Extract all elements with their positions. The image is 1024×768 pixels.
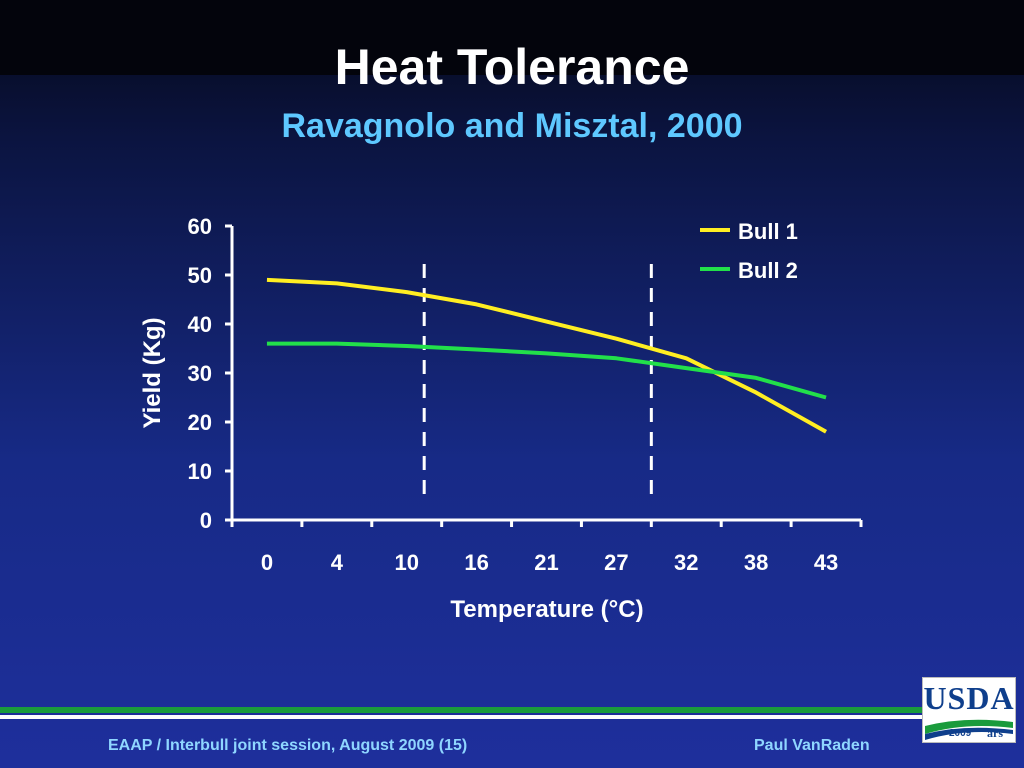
y-tick-label: 20 — [188, 410, 212, 435]
y-tick-label: 30 — [188, 361, 212, 386]
x-axis-title: Temperature (°C) — [450, 596, 643, 623]
y-tick-label: 10 — [188, 459, 212, 484]
series-line-2 — [266, 341, 827, 400]
x-tick-label: 38 — [744, 550, 768, 575]
svg-text:ars: ars — [987, 726, 1003, 740]
x-tick-label: 16 — [464, 550, 488, 575]
x-tick-label: 21 — [534, 550, 558, 575]
y-tick-label: 0 — [200, 508, 212, 533]
legend-label-1: Bull 1 — [738, 219, 798, 244]
legend-label-2: Bull 2 — [738, 258, 798, 283]
x-tick-label: 27 — [604, 550, 628, 575]
slide-title: Heat Tolerance — [334, 39, 690, 95]
y-tick-label: 40 — [188, 312, 212, 337]
logo-year: 2009 — [949, 728, 972, 739]
usda-swoosh-icon: ars — [925, 719, 1013, 740]
usda-logo: USDA ars 2009 — [922, 677, 1016, 743]
y-tick-label: 50 — [188, 263, 212, 288]
y-tick-label: 60 — [188, 214, 212, 239]
y-axis-title: Yield (Kg) — [139, 317, 166, 428]
title-band — [0, 0, 1024, 75]
footer-divider-green — [0, 707, 922, 713]
x-tick-label: 32 — [674, 550, 698, 575]
footer-divider-white — [0, 715, 922, 719]
usda-logo-text: USDA — [923, 680, 1015, 716]
slide-subtitle: Ravagnolo and Misztal, 2000 — [281, 107, 743, 145]
x-tick-label: 0 — [261, 550, 273, 575]
footer-author-text: Paul VanRaden — [754, 737, 870, 754]
x-tick-label: 10 — [394, 550, 418, 575]
x-tick-label: 4 — [331, 550, 344, 575]
footer-event-text: EAAP / Interbull joint session, August 2… — [108, 737, 468, 754]
series-line-1 — [266, 277, 828, 434]
x-tick-label: 43 — [814, 550, 838, 575]
